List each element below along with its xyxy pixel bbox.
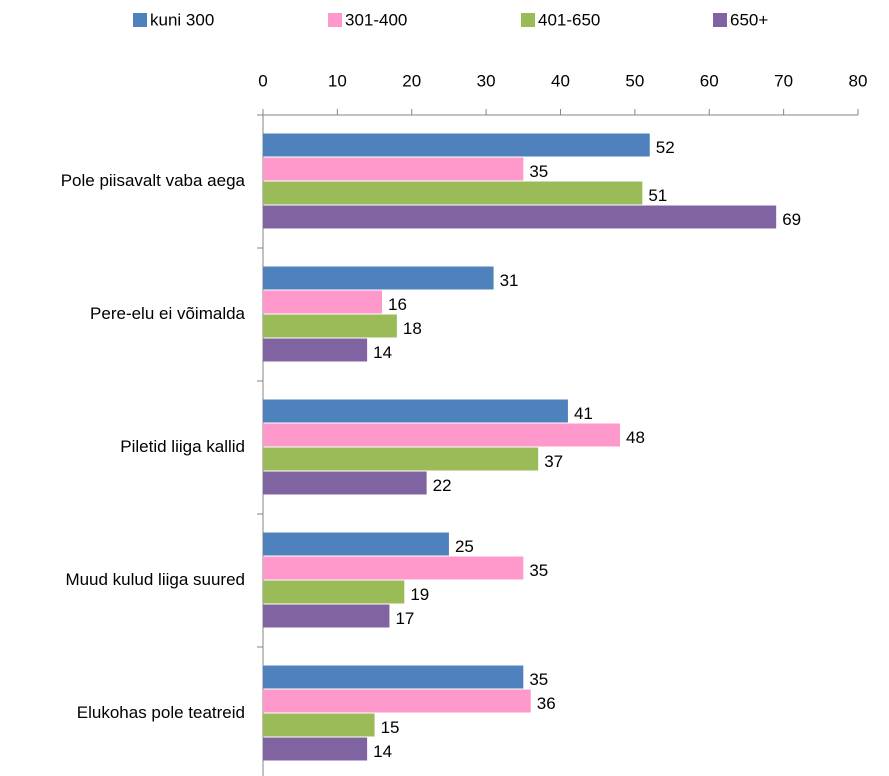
bar bbox=[263, 580, 405, 604]
legend-label: 301-400 bbox=[345, 10, 407, 29]
data-label: 18 bbox=[403, 319, 422, 338]
x-tick-label: 80 bbox=[849, 71, 868, 90]
data-label: 16 bbox=[388, 295, 407, 314]
bar bbox=[263, 556, 524, 580]
legend-swatch bbox=[133, 13, 147, 27]
x-tick-label: 20 bbox=[402, 71, 421, 90]
x-tick-label: 10 bbox=[328, 71, 347, 90]
bar bbox=[263, 423, 620, 447]
data-label: 41 bbox=[574, 404, 593, 423]
x-tick-label: 50 bbox=[625, 71, 644, 90]
x-tick-label: 40 bbox=[551, 71, 570, 90]
bar bbox=[263, 604, 390, 628]
legend-label: kuni 300 bbox=[150, 10, 214, 29]
bar bbox=[263, 266, 494, 290]
legend-swatch bbox=[713, 13, 727, 27]
data-label: 19 bbox=[410, 585, 429, 604]
y-tick-label: Piletid liiga kallid bbox=[120, 437, 245, 456]
bar bbox=[263, 532, 449, 556]
bar bbox=[263, 290, 382, 314]
bar bbox=[263, 737, 368, 761]
data-label: 35 bbox=[529, 561, 548, 580]
bar bbox=[263, 205, 777, 229]
data-label: 51 bbox=[648, 186, 667, 205]
bar bbox=[263, 338, 368, 362]
bar bbox=[263, 181, 643, 205]
x-tick-label: 0 bbox=[258, 71, 267, 90]
data-label: 37 bbox=[544, 452, 563, 471]
data-label: 35 bbox=[529, 670, 548, 689]
bar bbox=[263, 665, 524, 689]
x-tick-label: 60 bbox=[700, 71, 719, 90]
data-label: 36 bbox=[537, 694, 556, 713]
bar bbox=[263, 713, 375, 737]
legend-swatch bbox=[521, 13, 535, 27]
bar bbox=[263, 314, 397, 338]
bar bbox=[263, 471, 427, 495]
legend-label: 401-650 bbox=[538, 10, 600, 29]
data-label: 31 bbox=[500, 271, 519, 290]
legend-label: 650+ bbox=[730, 10, 768, 29]
data-label: 15 bbox=[381, 718, 400, 737]
legend-swatch bbox=[328, 13, 342, 27]
y-tick-label: Elukohas pole teatreid bbox=[77, 703, 245, 722]
y-tick-label: Muud kulud liiga suured bbox=[65, 570, 245, 589]
data-label: 25 bbox=[455, 537, 474, 556]
bar bbox=[263, 133, 650, 157]
y-tick-label: Pere-elu ei võimalda bbox=[90, 304, 246, 323]
data-label: 35 bbox=[529, 162, 548, 181]
data-label: 22 bbox=[433, 476, 452, 495]
data-label: 52 bbox=[656, 138, 675, 157]
x-tick-label: 30 bbox=[477, 71, 496, 90]
data-label: 14 bbox=[373, 742, 392, 761]
data-label: 48 bbox=[626, 428, 645, 447]
bar bbox=[263, 689, 531, 713]
x-tick-label: 70 bbox=[774, 71, 793, 90]
bar bbox=[263, 157, 524, 181]
data-label: 14 bbox=[373, 343, 392, 362]
y-tick-label: Pole piisavalt vaba aega bbox=[61, 171, 246, 190]
data-label: 69 bbox=[782, 210, 801, 229]
data-label: 17 bbox=[395, 609, 414, 628]
bar bbox=[263, 399, 568, 423]
bar bbox=[263, 447, 539, 471]
